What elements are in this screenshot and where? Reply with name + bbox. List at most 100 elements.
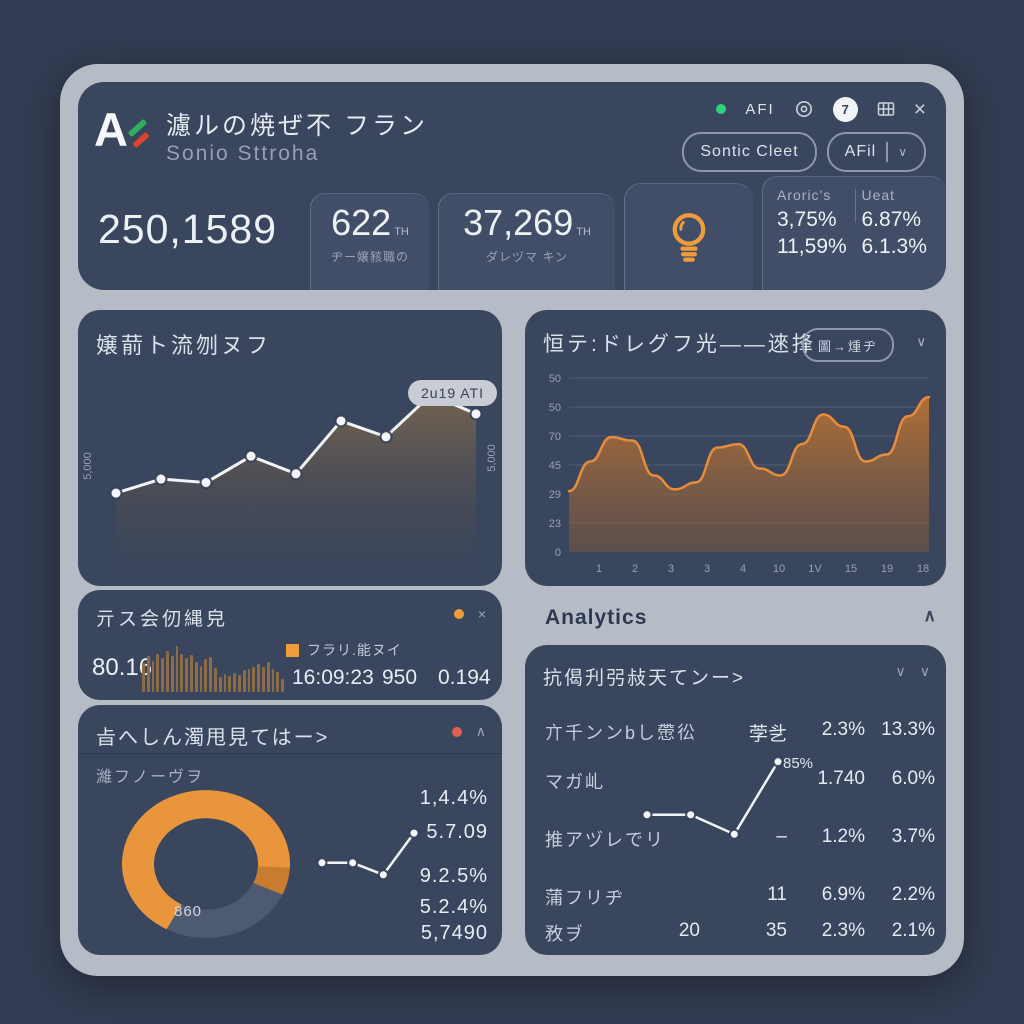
kpi3-label: ダレヅマ キン	[486, 250, 568, 264]
analytics-card: 抗偈刋弜敊天てンー> ∨ ∨ 亣千ンンbし慸彸 茡乧 2.3% 13.3% マガ…	[525, 645, 946, 955]
svg-text:3: 3	[668, 563, 674, 575]
table-row[interactable]: マガ乢 1.740 6.0%	[525, 768, 946, 794]
stats-col2-header: Ueat	[861, 187, 896, 203]
row-cell: 6.9%	[821, 884, 865, 905]
svg-text:18: 18	[917, 563, 929, 575]
donut-subtitle: 濰フノーヴヲ	[96, 769, 205, 786]
svg-text:0: 0	[555, 547, 561, 559]
trend-card-title: 嬢葥ト流刎ヌフ	[96, 333, 272, 358]
app-title: 濾ルの焼ぜ不 フラン	[166, 112, 428, 140]
header-stats-card: Aroric's 3,75% 11,59% Ueat 6.87% 6.1.3%	[762, 176, 946, 290]
svg-text:10: 10	[773, 563, 785, 575]
table-row[interactable]: 亣千ンンbし慸彸 茡乧 2.3% 13.3%	[525, 719, 946, 745]
afil-label: AFil	[844, 143, 877, 160]
spark-legend: フラリ.能ヌイ	[286, 640, 402, 660]
spark-bar	[276, 671, 280, 692]
svg-text:50: 50	[549, 402, 561, 414]
target-icon[interactable]	[794, 99, 814, 119]
svg-text:70: 70	[549, 431, 561, 443]
kpi-card-622: 622 TH ヂー嬢豥職の	[310, 193, 429, 290]
analytics-section-header: Analytics ∧	[545, 606, 946, 636]
chevron-down-icon[interactable]: ∨	[916, 334, 926, 349]
close-icon[interactable]: ×	[913, 97, 926, 121]
table-row[interactable]: 敄ヺ 20 35 2.3% 2.1%	[525, 920, 946, 946]
spark-bar	[257, 664, 260, 692]
table-row[interactable]: 蒲フリヂ 11 6.9% 2.2%	[525, 884, 946, 910]
spark-count: 950	[382, 666, 418, 689]
row-label: 敄ヺ	[545, 924, 585, 944]
lightbulb-card[interactable]	[624, 183, 753, 290]
chevron-up-icon[interactable]: ∧	[475, 723, 486, 739]
chevron-down-icon[interactable]: ∨	[898, 145, 908, 159]
logo-letter: A	[94, 103, 128, 156]
donut-value: 5,7490	[420, 922, 488, 944]
svg-text:2: 2	[632, 563, 638, 575]
spark-bar	[213, 668, 217, 692]
sparkline-card: 亓ス会仞縄皃 × 80.16 フラリ.能ヌイ 16:09:23 950 0.19…	[78, 590, 502, 700]
svg-text:23: 23	[549, 518, 561, 530]
spark-bar	[266, 662, 270, 692]
stats-col1-val2: 11,59%	[777, 235, 847, 258]
stats-divider	[854, 189, 856, 223]
donut-value: 5.2.4%	[419, 896, 488, 918]
spark-bar	[189, 654, 193, 692]
chevron-down-icon[interactable]: ∨	[919, 663, 930, 679]
sontic-cleet-button[interactable]: Sontic Cleet	[682, 132, 817, 172]
analytics-mini-line-chart	[635, 745, 790, 847]
spark-bar	[242, 670, 246, 692]
wave-area-card: 恒テ:ドレグフ光――逨捀 圖→煄ヂ ∨ 50 50 70 45 29 23 0 1 2 3 3 4 10…	[525, 310, 946, 586]
spark-bar	[199, 665, 203, 692]
svg-text:1: 1	[596, 563, 602, 575]
chevron-down-icon[interactable]: ∨	[895, 663, 906, 679]
analytics-card-icons: ∨ ∨	[896, 663, 931, 680]
row-cell: 13.3%	[881, 719, 935, 740]
row-cell: 20	[678, 920, 700, 941]
spark-bar	[233, 672, 236, 692]
svg-text:4: 4	[740, 563, 746, 575]
spark-bar	[252, 667, 256, 692]
chevron-up-icon[interactable]: ∧	[923, 606, 936, 625]
stats-col-ueat: Ueat 6.87% 6.1.3%	[862, 187, 947, 290]
row-cell: 茡乧	[748, 724, 787, 745]
table-row[interactable]: 推アヅレでリ – 1.2% 3.7%	[525, 826, 946, 852]
spark-bar	[209, 657, 212, 692]
spark-time: 16:09:23	[292, 666, 374, 689]
spark-bar	[223, 673, 227, 692]
trend-line-card: 嬢葥ト流刎ヌフ 2u19 ATI 5,000 5,000	[78, 310, 502, 586]
close-icon[interactable]: ×	[477, 606, 486, 622]
spark-bar	[204, 659, 208, 692]
donut-value: 1,4.4%	[419, 787, 488, 809]
spark-ratio: 0.194	[438, 666, 491, 689]
row-cell: 6.0%	[891, 768, 935, 789]
spark-bar	[271, 668, 275, 692]
app-logo: A	[94, 100, 158, 160]
analytics-title: Analytics	[545, 606, 648, 629]
row-cell: –	[776, 826, 787, 847]
stats-col-arorics: Aroric's 3,75% 11,59%	[777, 187, 862, 290]
spark-bar	[261, 667, 265, 692]
status-dot	[716, 104, 727, 114]
legend-label: フラリ.能ヌイ	[307, 642, 402, 658]
donut-value: 9.2.5%	[419, 865, 488, 887]
donut-mini-line-chart	[310, 817, 426, 893]
grid-icon[interactable]	[877, 100, 895, 118]
header-card: A 濾ルの焼ぜ不 フラン Sonio Sttroha AFI 7	[78, 82, 946, 290]
spark-bar	[151, 660, 155, 692]
y-axis-label-left: 5,000	[81, 452, 94, 480]
spark-bar	[185, 658, 188, 692]
main-panel: A 濾ルの焼ぜ不 フラン Sonio Sttroha AFI 7	[60, 64, 964, 976]
trend-line-chart	[104, 372, 488, 572]
wave-filter-button[interactable]: 圖→煄ヂ	[801, 328, 894, 362]
kpi2-label: ヂー嬢豥職の	[330, 250, 409, 264]
kpi2-unit: TH	[394, 226, 409, 238]
stats-col1-val1: 3,75%	[777, 208, 837, 231]
afil-dropdown[interactable]: AFil ∨	[826, 132, 926, 172]
row-label: マガ乢	[545, 772, 605, 792]
row-cell: 35	[765, 920, 787, 941]
donut-center-label: 860	[174, 903, 203, 920]
kpi-primary-value: 250,1589	[98, 206, 278, 252]
chart-tooltip: 2u19 ATI	[408, 380, 498, 406]
status-label: AFI	[745, 100, 775, 118]
badge-7-icon[interactable]: 7	[832, 96, 858, 122]
app-subtitle: Sonio Sttroha	[166, 142, 320, 165]
